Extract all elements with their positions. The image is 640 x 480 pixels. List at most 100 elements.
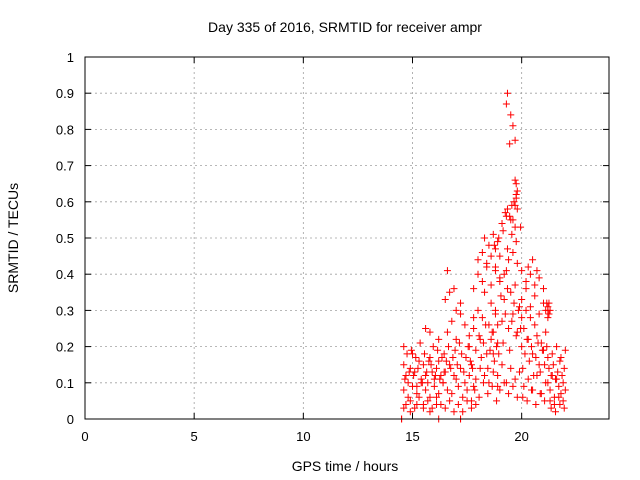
data-point [454, 401, 462, 409]
data-point [467, 361, 475, 369]
data-point [526, 303, 534, 311]
data-point [507, 111, 515, 119]
data-point [443, 328, 451, 336]
data-point [526, 314, 534, 322]
data-point [509, 310, 517, 318]
data-point [476, 335, 484, 343]
data-point [502, 100, 510, 108]
data-point [556, 401, 564, 409]
data-point [494, 238, 502, 246]
data-point [493, 397, 501, 405]
data-point [552, 408, 560, 416]
data-point [472, 346, 480, 354]
data-point [482, 321, 490, 329]
data-point [531, 281, 539, 289]
y-tick-label: 1 [67, 50, 74, 65]
data-point [538, 346, 546, 354]
data-point [426, 353, 434, 361]
data-point [435, 335, 443, 343]
chart-title: Day 335 of 2016, SRMTID for receiver amp… [208, 19, 482, 35]
data-point [511, 281, 519, 289]
y-tick-label: 0.8 [56, 122, 74, 137]
data-point [470, 314, 478, 322]
data-point [512, 238, 520, 246]
data-point [506, 346, 514, 354]
y-tick-label: 0.7 [56, 159, 74, 174]
data-point [406, 397, 414, 405]
data-point [465, 372, 473, 380]
data-point [402, 372, 410, 380]
data-point [440, 350, 448, 358]
y-tick-label: 0.2 [56, 340, 74, 355]
data-point [452, 335, 460, 343]
data-point [457, 310, 465, 318]
data-point [523, 335, 531, 343]
data-point [509, 382, 517, 390]
data-point [503, 205, 511, 213]
data-point [498, 220, 506, 228]
data-point [548, 350, 556, 358]
data-point [545, 310, 553, 318]
data-point [418, 379, 426, 387]
data-points [398, 89, 569, 423]
data-point [522, 277, 530, 285]
data-point [487, 335, 495, 343]
data-point [535, 310, 543, 318]
data-point [416, 339, 424, 347]
data-point [413, 390, 421, 398]
data-point [434, 346, 442, 354]
data-point [512, 194, 520, 202]
data-point [532, 353, 540, 361]
data-point [475, 393, 483, 401]
data-point [422, 386, 430, 394]
data-point [483, 259, 491, 267]
data-point [490, 357, 498, 365]
data-point [435, 390, 443, 398]
data-point [494, 372, 502, 380]
data-point [426, 328, 434, 336]
data-point [446, 288, 454, 296]
data-point [422, 325, 430, 332]
data-point [474, 270, 482, 278]
data-point [488, 382, 496, 390]
data-point [544, 314, 552, 322]
data-point [406, 364, 414, 372]
data-point [460, 368, 468, 376]
data-point [544, 303, 552, 311]
data-point [484, 390, 492, 398]
data-point [472, 401, 480, 409]
data-point [443, 267, 451, 275]
data-point [450, 372, 458, 380]
y-tick-label: 0.6 [56, 195, 74, 210]
data-point [475, 332, 483, 340]
data-point [529, 256, 537, 264]
data-point [486, 346, 494, 354]
data-point [544, 353, 552, 361]
data-point [545, 299, 553, 307]
data-point [494, 321, 502, 329]
data-point [459, 393, 467, 401]
data-point [436, 375, 444, 383]
x-tick-label: 0 [81, 429, 88, 444]
data-point [524, 263, 532, 271]
data-point [478, 277, 486, 285]
data-point [412, 353, 420, 361]
data-point [509, 122, 517, 130]
data-point [481, 288, 489, 296]
data-point [467, 404, 475, 412]
data-point [483, 350, 491, 358]
data-point [446, 361, 454, 369]
data-point [487, 281, 495, 289]
y-tick-label: 0 [67, 412, 74, 427]
data-point [466, 357, 474, 365]
data-point [429, 343, 437, 351]
data-point [439, 379, 447, 387]
data-point [481, 234, 489, 242]
data-point [496, 252, 504, 260]
y-tick-label: 0.3 [56, 303, 74, 318]
data-point [461, 379, 469, 387]
data-point [470, 382, 478, 390]
data-point [431, 372, 439, 380]
data-point [526, 270, 534, 278]
